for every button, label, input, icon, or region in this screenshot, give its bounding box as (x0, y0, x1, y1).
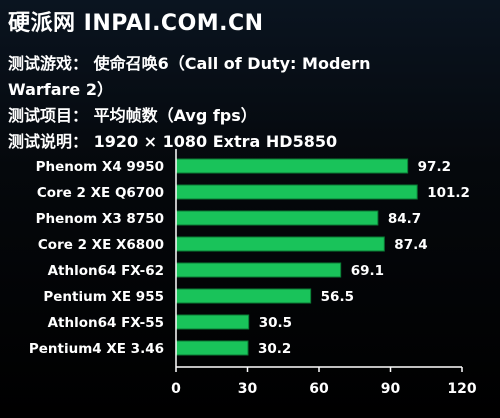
bar (175, 158, 409, 174)
x-tick-label: 120 (447, 381, 476, 397)
data-label: 69.1 (351, 263, 384, 279)
category-label: Athlon64 FX-62 (48, 263, 164, 279)
category-label: Core 2 XE Q6700 (37, 185, 164, 201)
category-label: Phenom X4 9950 (36, 159, 164, 175)
bar (175, 184, 418, 200)
data-label: 30.2 (258, 341, 291, 357)
data-label: 87.4 (394, 237, 427, 253)
x-tick-label: 90 (381, 381, 401, 397)
category-label: Pentium4 XE 3.46 (29, 341, 164, 357)
category-label: Athlon64 FX-55 (48, 315, 164, 331)
data-label: 84.7 (388, 211, 421, 227)
test-description-line: 测试说明： 1920 × 1080 Extra HD5850 (8, 132, 338, 151)
data-label: 101.2 (427, 185, 470, 201)
data-label: 56.5 (321, 289, 354, 305)
test-game-line-continued: Warfare 2） (8, 80, 113, 99)
x-tick-label: 60 (309, 381, 329, 397)
bar (175, 288, 312, 304)
bar (175, 314, 250, 330)
bar (175, 236, 385, 252)
bar (175, 340, 249, 356)
bar (175, 262, 342, 278)
x-tick-label: 30 (238, 381, 258, 397)
bar (175, 210, 379, 226)
category-label: Phenom X3 8750 (36, 211, 164, 227)
category-label: Core 2 XE X6800 (38, 237, 164, 253)
x-tick-label: 0 (171, 381, 181, 397)
test-item-line: 测试项目： 平均帧数（Avg fps） (8, 106, 257, 125)
test-game-line: 测试游戏： 使命召唤6（Call of Duty: Modern (8, 54, 371, 73)
data-label: 97.2 (418, 159, 451, 175)
data-label: 30.5 (259, 315, 292, 331)
site-brand-title: 硬派网 INPAI.COM.CN (8, 11, 264, 36)
category-label: Pentium XE 955 (43, 289, 164, 305)
